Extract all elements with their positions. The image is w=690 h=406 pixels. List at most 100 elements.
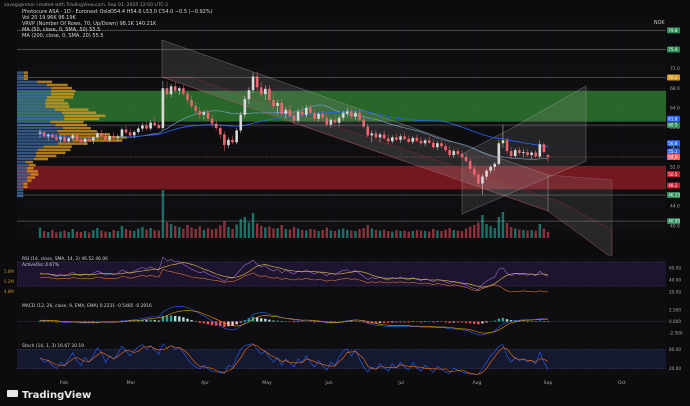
macd-histogram-bar (313, 321, 316, 323)
volume-bar (165, 222, 169, 238)
volume-bar (276, 228, 279, 238)
volume-profile-row-down (50, 120, 84, 124)
candle-body (477, 174, 480, 184)
volume-bar (333, 231, 337, 238)
rsi-header: RSI (14, close, SMA, 14, 2) 46.52 46.06 (22, 256, 108, 262)
volume-profile-row-down (62, 111, 97, 114)
macd-histogram-bar (403, 321, 406, 323)
macd-histogram-bar (378, 321, 382, 323)
macd-right-tick: 2.500 (669, 308, 681, 313)
volume-bar (87, 232, 91, 238)
price-tag-label: 70.2 (668, 75, 678, 80)
price-tag-label: 60.5 (668, 123, 678, 128)
macd-histogram-bar (346, 320, 349, 322)
macd-histogram-bar (186, 318, 189, 322)
candle-body (321, 113, 324, 118)
volume-bar (403, 230, 406, 238)
volume-bar (120, 226, 124, 238)
macd-histogram-bar (272, 320, 275, 322)
candle-body (304, 107, 308, 115)
candle-body (419, 140, 423, 144)
macd-histogram-bar (173, 315, 177, 322)
volume-bar (436, 230, 439, 238)
candle-body (489, 166, 492, 171)
volume-bar (42, 231, 46, 238)
signal-line (39, 310, 548, 334)
macd-histogram-bar (255, 317, 259, 322)
price-zone (17, 165, 666, 190)
volume-bar (153, 230, 156, 238)
volume-profile-row-down (72, 139, 123, 142)
price-tag (667, 122, 680, 129)
volume-profile-row-up (17, 133, 60, 136)
volume-profile-row-up (17, 92, 52, 96)
candle-body (309, 107, 312, 113)
price-tick-label: 56.0 (670, 145, 680, 151)
macd-histogram-bar (268, 319, 271, 322)
macd-histogram-bar (260, 318, 263, 322)
currency-label: NOK (654, 20, 665, 26)
macd-histogram-bar (497, 318, 501, 322)
volume-profile-row-down (26, 170, 38, 173)
volume-bar (231, 229, 234, 238)
candle-body (46, 134, 50, 137)
volume-profile-row-up (17, 170, 27, 173)
candle-body (407, 138, 411, 142)
volume-profile-row-down (64, 114, 106, 118)
indicator-line (40, 262, 549, 288)
candle-body (190, 100, 193, 106)
volume-profile-row-down (57, 142, 88, 145)
indicator-line (40, 268, 549, 293)
volume-profile-row-down (30, 173, 39, 176)
candle-body (337, 117, 341, 123)
volume-bar (100, 230, 103, 238)
channel-lower-band (161, 76, 613, 259)
volume-profile-row-up (17, 148, 38, 151)
volume-bar (71, 229, 74, 238)
candle-body (75, 135, 79, 140)
logo-text: TradingView (22, 390, 91, 401)
candle-body (96, 133, 99, 138)
candle-body (378, 134, 382, 138)
volume-bar (112, 230, 115, 238)
rsi-left-tick: 5.2M (4, 279, 14, 284)
volume-bar (55, 232, 58, 238)
volume-profile-row-down (51, 89, 76, 93)
price-tag (667, 46, 680, 53)
macd-histogram-bar (362, 321, 365, 323)
candle-body (165, 88, 169, 95)
volume-bar (427, 231, 431, 238)
volume-profile-row-up (17, 71, 24, 74)
candle-body (382, 134, 386, 139)
candle-body (223, 134, 226, 146)
macd-histogram-bar (522, 320, 525, 322)
candle-body (325, 117, 329, 125)
volume-bar (387, 231, 390, 238)
symbol-line: Photocure ASA · 1D · Euronext Oslo (22, 9, 110, 15)
time-tick-label: Aug (473, 380, 482, 386)
candle-body (272, 100, 275, 106)
candle-body (481, 176, 484, 184)
volume-bar (407, 231, 410, 238)
volume-profile-row-down (23, 185, 28, 189)
vrvp-line: VRVP (Number Of Rows, 70, Up/Down) 98.1K… (22, 21, 157, 27)
volume-profile-row-down (64, 117, 100, 121)
macd-histogram-bar (395, 321, 398, 323)
volume-bar (169, 224, 173, 238)
volume-profile-row-up (17, 142, 58, 145)
volume-bar (346, 230, 349, 238)
volume-bars (38, 190, 550, 238)
volume-bar (514, 228, 517, 238)
price-tag (667, 140, 680, 147)
macd-line (40, 305, 549, 336)
volume-bar (46, 232, 50, 238)
volume-profile-row-up (17, 185, 24, 189)
tradingview-logo: TradingView (7, 390, 91, 401)
price-tag (667, 148, 680, 155)
candle-body (120, 129, 124, 137)
price-tag-label: 50.5 (668, 172, 678, 177)
pane-band (17, 349, 666, 369)
candle-body (526, 152, 529, 156)
candle-body (350, 111, 353, 117)
candle-body (177, 88, 181, 91)
